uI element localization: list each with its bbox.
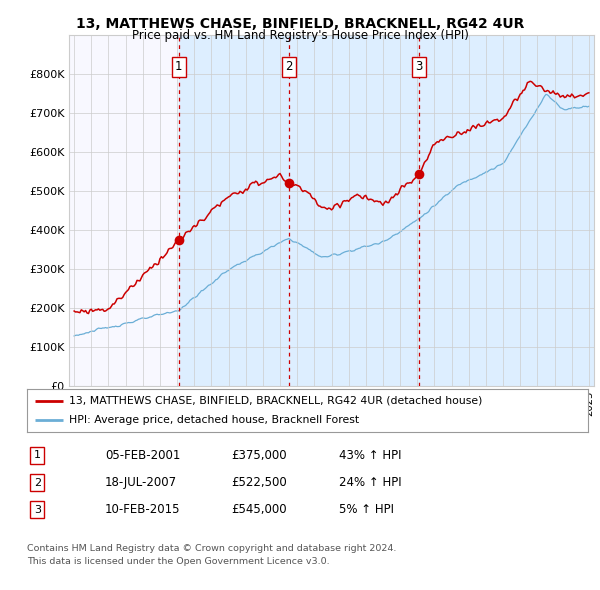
Text: 18-JUL-2007: 18-JUL-2007: [105, 476, 177, 489]
Bar: [179, 35, 289, 386]
Text: HPI: Average price, detached house, Bracknell Forest: HPI: Average price, detached house, Brac…: [69, 415, 359, 425]
Bar: [419, 35, 594, 386]
Text: 2: 2: [286, 61, 293, 74]
Text: 10-FEB-2015: 10-FEB-2015: [105, 503, 181, 516]
Text: 1: 1: [175, 61, 182, 74]
Bar: [289, 35, 419, 386]
Text: 1: 1: [34, 451, 41, 460]
Text: £545,000: £545,000: [231, 503, 287, 516]
Text: 43% ↑ HPI: 43% ↑ HPI: [339, 449, 401, 462]
Text: 24% ↑ HPI: 24% ↑ HPI: [339, 476, 401, 489]
Text: 3: 3: [415, 61, 423, 74]
Text: 13, MATTHEWS CHASE, BINFIELD, BRACKNELL, RG42 4UR: 13, MATTHEWS CHASE, BINFIELD, BRACKNELL,…: [76, 17, 524, 31]
Text: This data is licensed under the Open Government Licence v3.0.: This data is licensed under the Open Gov…: [27, 558, 329, 566]
Text: 05-FEB-2001: 05-FEB-2001: [105, 449, 181, 462]
Text: £375,000: £375,000: [231, 449, 287, 462]
Text: Contains HM Land Registry data © Crown copyright and database right 2024.: Contains HM Land Registry data © Crown c…: [27, 545, 397, 553]
Text: 3: 3: [34, 505, 41, 514]
Text: 2: 2: [34, 478, 41, 487]
Text: 5% ↑ HPI: 5% ↑ HPI: [339, 503, 394, 516]
Text: Price paid vs. HM Land Registry's House Price Index (HPI): Price paid vs. HM Land Registry's House …: [131, 30, 469, 42]
Text: £522,500: £522,500: [231, 476, 287, 489]
Text: 13, MATTHEWS CHASE, BINFIELD, BRACKNELL, RG42 4UR (detached house): 13, MATTHEWS CHASE, BINFIELD, BRACKNELL,…: [69, 396, 482, 406]
